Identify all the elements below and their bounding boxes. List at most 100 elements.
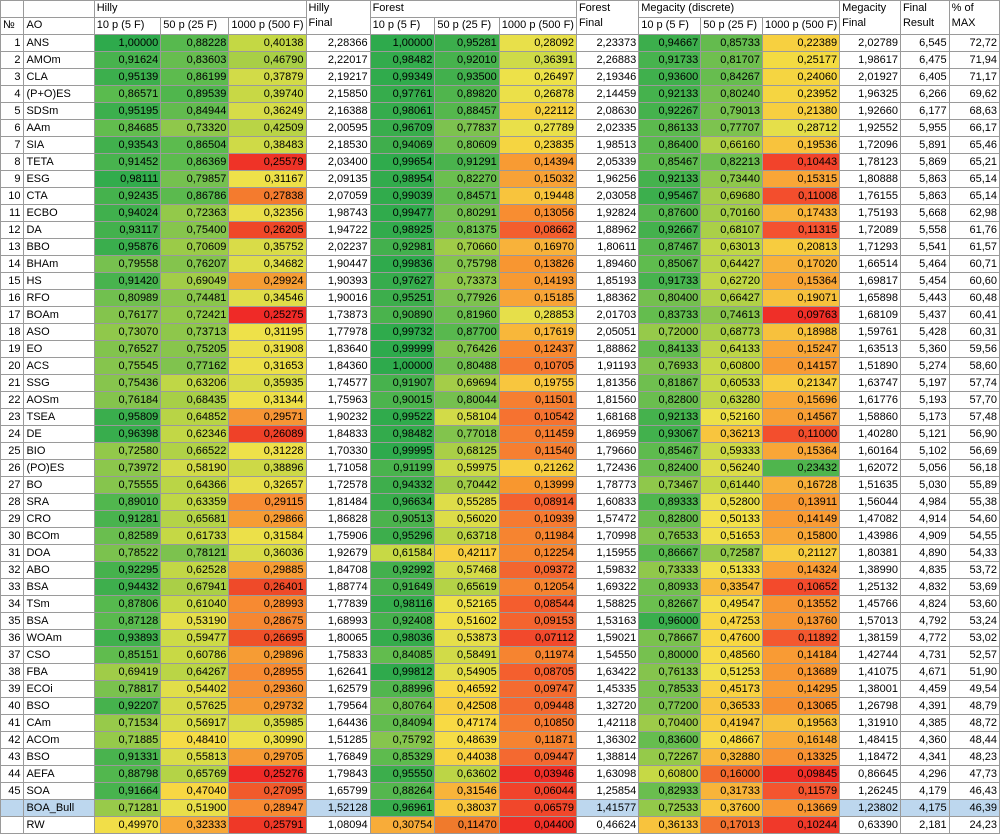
cell-hilly-final: 1,62641 — [305, 663, 371, 681]
cell-forest-50p: 0,81960 — [434, 306, 500, 324]
cell-megacity-10p: 0,92133 — [638, 170, 702, 188]
cell-megacity-final: 1,68109 — [839, 306, 901, 324]
col-header-forest-50p: 50 p (25 F) — [434, 17, 500, 35]
table-row: 41 CAm 0,71534 0,56917 0,35985 1,64436 0,84094… — [0, 714, 1000, 732]
cell-forest-50p: 0,38037 — [434, 799, 500, 817]
cell-forest-50p: 0,92010 — [434, 51, 500, 69]
cell-megacity-50p: 0,41947 — [700, 714, 763, 732]
cell-hilly-50p: 0,67941 — [160, 578, 230, 596]
cell-hilly-10p: 0,91281 — [93, 510, 162, 528]
table-row: 35 BSA 0,87128 0,53190 0,28675 1,68993 0,92408… — [0, 612, 1000, 630]
cell-hilly-1000p: 0,38896 — [228, 459, 307, 477]
cell-forest-1000p: 0,08914 — [498, 493, 577, 511]
cell-forest-final: 1,54550 — [575, 646, 640, 664]
cell-forest-10p: 1,00000 — [369, 357, 436, 375]
cell-hilly-1000p: 0,35752 — [228, 238, 307, 256]
cell-final-result: 5,443 — [899, 289, 950, 307]
cell-percent-max: 53,60 — [948, 595, 1000, 613]
cell-final-result: 4,909 — [899, 527, 950, 545]
cell-forest-10p: 0,98482 — [369, 51, 436, 69]
cell-megacity-10p: 0,70400 — [638, 714, 702, 732]
cell-forest-1000p: 0,26497 — [498, 68, 577, 86]
algorithm-name: FBA — [23, 663, 95, 681]
cell-megacity-1000p: 0,16148 — [761, 731, 841, 749]
col-header-forest-1000p: 1000 p (500 F) — [498, 17, 577, 35]
cell-forest-10p: 0,95251 — [369, 289, 436, 307]
cell-hilly-50p: 0,56917 — [160, 714, 230, 732]
cell-forest-50p: 0,93500 — [434, 68, 500, 86]
row-number: 40 — [0, 697, 25, 715]
algorithm-name: (PO)ES — [23, 459, 95, 477]
cell-megacity-50p: 0,77707 — [700, 119, 763, 137]
row-number: 43 — [0, 748, 25, 766]
table-row: 45 SOA 0,91664 0,47040 0,27095 1,65799 0,88264… — [0, 782, 1000, 800]
cell-hilly-1000p: 0,28993 — [228, 595, 307, 613]
row-number: 5 — [0, 102, 25, 120]
cell-forest-final: 1,72436 — [575, 459, 640, 477]
cell-forest-final: 1,63098 — [575, 765, 640, 783]
row-number: 20 — [0, 357, 25, 375]
cell-hilly-final: 1,73873 — [305, 306, 371, 324]
cell-megacity-1000p: 0,24060 — [761, 68, 841, 86]
cell-forest-final: 1,15955 — [575, 544, 640, 562]
cell-forest-10p: 0,94069 — [369, 136, 436, 154]
cell-forest-1000p: 0,16970 — [498, 238, 577, 256]
cell-megacity-1000p: 0,20813 — [761, 238, 841, 256]
row-number: 34 — [0, 595, 25, 613]
algorithm-name: BSA — [23, 578, 95, 596]
cell-hilly-final: 2,18530 — [305, 136, 371, 154]
cell-megacity-1000p: 0,13760 — [761, 612, 841, 630]
cell-hilly-10p: 0,94024 — [93, 204, 162, 222]
cell-megacity-50p: 0,66427 — [700, 289, 763, 307]
cell-percent-max: 51,90 — [948, 663, 1000, 681]
row-number: 36 — [0, 629, 25, 647]
cell-final-result: 4,832 — [899, 578, 950, 596]
cell-forest-1000p: 0,26878 — [498, 85, 577, 103]
cell-forest-50p: 0,44038 — [434, 748, 500, 766]
cell-forest-final: 1,85193 — [575, 272, 640, 290]
row-number: 10 — [0, 187, 25, 205]
algorithm-name: ESG — [23, 170, 95, 188]
cell-hilly-10p: 0,88798 — [93, 765, 162, 783]
algorithm-name: TSEA — [23, 408, 95, 426]
cell-hilly-50p: 0,74481 — [160, 289, 230, 307]
cell-forest-10p: 0,99654 — [369, 153, 436, 171]
cell-final-result: 5,102 — [899, 442, 950, 460]
table-row: 25 BIO 0,72580 0,66522 0,31228 1,70330 0,99995… — [0, 442, 1000, 460]
cell-final-result: 6,405 — [899, 68, 950, 86]
cell-final-result: 4,890 — [899, 544, 950, 562]
cell-forest-50p: 0,88457 — [434, 102, 500, 120]
cell-final-result: 5,891 — [899, 136, 950, 154]
cell-megacity-1000p: 0,19563 — [761, 714, 841, 732]
cell-megacity-10p: 0,85467 — [638, 442, 702, 460]
cell-hilly-10p: 0,82589 — [93, 527, 162, 545]
cell-hilly-1000p: 0,31344 — [228, 391, 307, 409]
cell-percent-max: 60,48 — [948, 289, 1000, 307]
row-number — [0, 799, 25, 817]
table-row: 39 ECOi 0,78817 0,54402 0,29360 1,62579 0,8899… — [0, 680, 1000, 698]
cell-forest-1000p: 0,13826 — [498, 255, 577, 273]
cell-hilly-1000p: 0,27838 — [228, 187, 307, 205]
cell-forest-50p: 0,52165 — [434, 595, 500, 613]
cell-hilly-1000p: 0,34682 — [228, 255, 307, 273]
table-row: 11 ECBO 0,94024 0,72363 0,32356 1,98743 0,9947… — [0, 204, 1000, 222]
cell-megacity-10p: 0,87467 — [638, 238, 702, 256]
cell-megacity-10p: 0,72267 — [638, 748, 702, 766]
cell-hilly-50p: 0,77162 — [160, 357, 230, 375]
cell-final-result: 5,558 — [899, 221, 950, 239]
cell-hilly-1000p: 0,29924 — [228, 272, 307, 290]
cell-forest-50p: 0,58104 — [434, 408, 500, 426]
cell-megacity-50p: 0,33547 — [700, 578, 763, 596]
cell-percent-max: 55,38 — [948, 493, 1000, 511]
cell-megacity-1000p: 0,21380 — [761, 102, 841, 120]
cell-forest-50p: 0,81375 — [434, 221, 500, 239]
cell-hilly-10p: 0,92207 — [93, 697, 162, 715]
cell-hilly-50p: 0,63206 — [160, 374, 230, 392]
cell-megacity-1000p: 0,11000 — [761, 425, 841, 443]
algorithm-name: CRO — [23, 510, 95, 528]
cell-forest-10p: 0,95550 — [369, 765, 436, 783]
cell-forest-50p: 0,75798 — [434, 255, 500, 273]
cell-forest-final: 1,88362 — [575, 289, 640, 307]
cell-final-result: 5,464 — [899, 255, 950, 273]
cell-forest-1000p: 0,12054 — [498, 578, 577, 596]
